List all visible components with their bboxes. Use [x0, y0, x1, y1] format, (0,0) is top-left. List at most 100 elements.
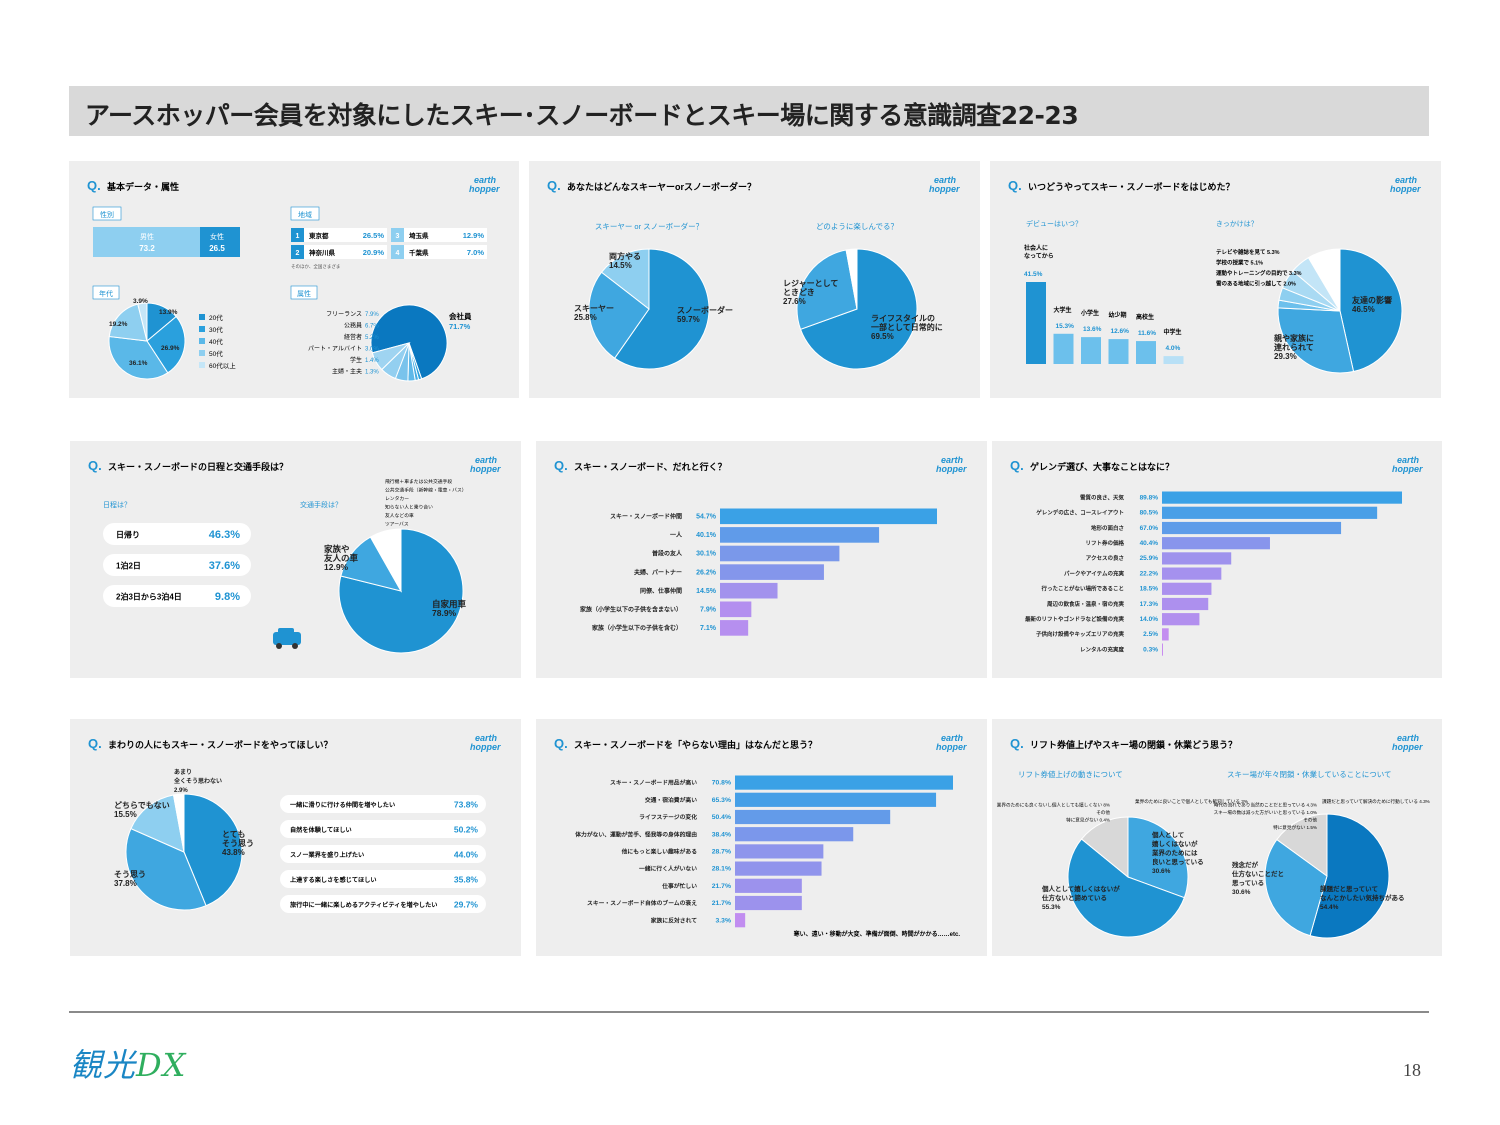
wish-value: 50.2%: [454, 825, 479, 835]
pie-label: 思っている: [1232, 878, 1264, 887]
pie-label: 3.0%: [365, 347, 379, 353]
q-title: スキー・スノーボード、だれと行く？: [574, 461, 727, 472]
q-title: いつどうやってスキー・スノーボードをはじめた？: [1028, 181, 1235, 192]
bar-value-label: 15.3%: [1056, 323, 1075, 330]
panel-basic-data: Q. 基本データ・属性 earth hopper 性別 男性 73.2 女性 26…: [69, 161, 519, 398]
svg-text:earth: earth: [934, 175, 957, 185]
bar-category-label: 周辺の飲食店・温泉・宿の充実: [1047, 600, 1125, 608]
pie-label: 仕方ないと諦めている: [1041, 893, 1107, 902]
bar-category-label: 中学生: [1164, 328, 1182, 336]
pie-label: 一部として日常的に: [871, 322, 943, 332]
schedule-value: 37.6%: [209, 560, 240, 572]
pie-label: スキーヤー: [574, 304, 614, 313]
kanko-dx-logo: 観光DX: [70, 1046, 187, 1084]
panel-lift-closure: Q. リフト券値上げやスキー場の閉鎖・休業どう思う？ earth hopper リ…: [992, 719, 1442, 956]
bar: [720, 527, 880, 543]
pie-label: 19.2%: [109, 321, 128, 328]
svg-text:hopper: hopper: [929, 184, 960, 194]
region-value: 26.5%: [363, 231, 385, 240]
schedule-row: [103, 523, 251, 545]
bar-category-label: 他にもっと楽しい趣味がある: [621, 847, 698, 855]
wish-label: スノー業界を盛り上げたい: [290, 851, 364, 859]
pie-label: 26.9%: [161, 345, 180, 352]
svg-text:hopper: hopper: [470, 464, 501, 474]
region-row: [391, 228, 487, 242]
bar: [735, 844, 824, 859]
pie-label: 家族や: [324, 544, 350, 554]
slope-choice-bar-chart: 雪質の良さ、天気 89.8% ゲレンデの広さ、コースレイアウト 80.5% 地形の面白さ…: [1025, 491, 1402, 656]
age-legend: 20代 30代 40代 50代 60代以上: [199, 313, 236, 370]
bar-value-label: 28.7%: [712, 848, 731, 855]
pie-label: 29.3%: [1274, 352, 1297, 361]
pie-label: 25.8%: [574, 313, 597, 322]
bar-value-label: 11.6%: [1138, 330, 1156, 337]
bar-category-label: 一緒に行く人がいない: [639, 865, 697, 873]
bar-value-label: 40.1%: [696, 532, 717, 539]
bar-value-label: 21.7%: [712, 900, 731, 907]
lift-pie-chart: 個人として嬉しくはないが業界のためには良いと思っている30.6%個人として嬉しく…: [997, 798, 1248, 938]
bar-value-label: 2.5%: [1143, 631, 1158, 638]
bar: [735, 827, 854, 842]
bar-value-label: 4.0%: [1166, 345, 1181, 352]
pie-label: 両方やる: [609, 251, 641, 261]
pie-label: そう思う: [114, 870, 146, 879]
pie-label: 特に意見がない 0.4%: [1066, 817, 1110, 824]
bar-value-label: 28.1%: [712, 866, 731, 873]
bar: [1162, 628, 1169, 641]
pie-slice: [1080, 816, 1129, 879]
bar-value-label: 54.7%: [696, 514, 717, 521]
pie-label: 自家用車: [432, 599, 467, 609]
region-name: 東京都: [309, 231, 329, 240]
pie-label: 嬉しくはないが: [1152, 839, 1198, 848]
pie-slice: [108, 335, 169, 380]
bar-category-label: 高校生: [1136, 313, 1154, 321]
schedule-value: 46.3%: [209, 529, 240, 541]
bar: [1162, 567, 1222, 580]
bar-value-label: 67.0%: [1140, 525, 1159, 532]
pie-label: 個人として嬉しくはないが: [1041, 884, 1120, 893]
bar-category-label: アクセスの良さ: [1086, 554, 1124, 562]
wish-value: 73.8%: [454, 800, 479, 810]
car-icon: [273, 628, 301, 649]
pie-label: 課題だと思っていて: [1320, 884, 1378, 893]
pie-label: テレビや雑誌を見て 5.3%: [1216, 248, 1280, 256]
svg-text:Q.: Q.: [1010, 736, 1024, 751]
svg-text:Q.: Q.: [88, 458, 102, 473]
q-title: スキー・スノーボードを「やらない理由」はなんだと思う？: [574, 739, 817, 750]
bar-value-label: 7.1%: [700, 625, 717, 632]
region-rank: 4: [396, 250, 400, 257]
bar-category-label: 交通・宿泊費が高い: [645, 796, 697, 804]
pie-label: そう思う: [222, 839, 254, 848]
label-region: 地域: [298, 210, 312, 219]
pie-label: なんとかしたい気持ちがある: [1320, 893, 1405, 902]
pie-label: 会社員: [449, 311, 472, 321]
pie-label: 6.7%: [365, 324, 379, 330]
bar: [1108, 339, 1129, 364]
schedule-value: 9.8%: [215, 591, 240, 603]
region-rank: 3: [396, 233, 400, 240]
region-rank-badge: [291, 245, 304, 259]
legend-swatch: [199, 350, 205, 356]
bar: [735, 792, 937, 807]
schedule-list: 日帰り 46.3% 1泊2日 37.6% 2泊3日から3泊4日 9.8%: [103, 523, 251, 607]
pie-label: 27.6%: [783, 297, 806, 306]
bar-value-label: 41.5%: [1024, 271, 1043, 278]
pie-label: 71.7%: [449, 322, 471, 331]
region-value: 7.0%: [467, 248, 484, 257]
bar-category-label: ライフステージの変化: [639, 813, 697, 821]
pie-slice: [130, 794, 185, 853]
pie-label: 業界のためにも良くないし個人としても嬉しくない 8%: [997, 802, 1110, 809]
pie-label: 46.5%: [1352, 305, 1375, 314]
bar-value-label: 14.0%: [1140, 616, 1159, 623]
svg-text:hopper: hopper: [469, 184, 500, 194]
wish-label: 上達する楽しさを感じてほしい: [290, 876, 377, 884]
bar-category-label: 体力がない、運動が苦手、怪我等の身体的理由: [575, 830, 697, 838]
bar: [720, 601, 752, 618]
bar-category-label: レンタルの充実度: [1080, 645, 1125, 653]
pie-label: 13.9%: [159, 309, 178, 316]
pie-slice: [845, 248, 858, 310]
wish-list: 一緒に滑りに行ける仲間を増やしたい 73.8% 自然を体験してほしい 50.2% スノー…: [280, 795, 486, 913]
